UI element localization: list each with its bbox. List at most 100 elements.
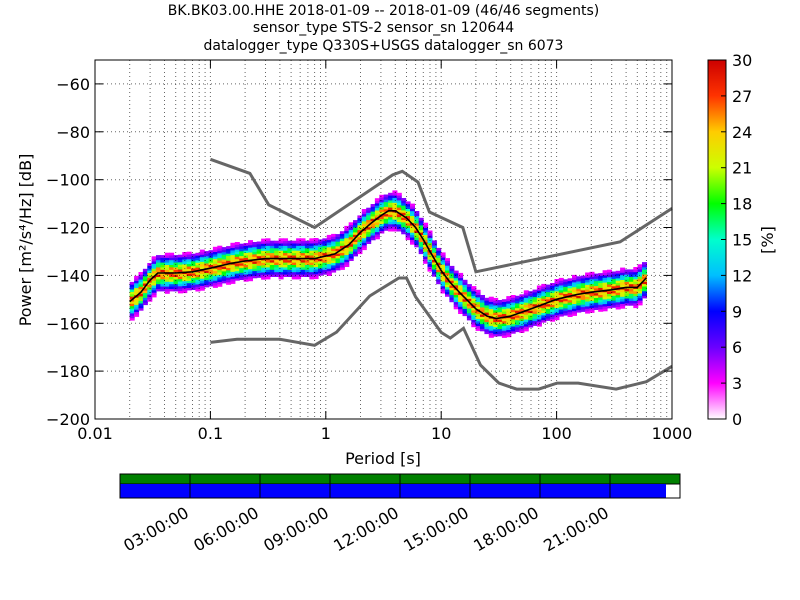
psd-cell bbox=[523, 307, 529, 310]
psd-cell bbox=[186, 268, 192, 272]
psd-cell bbox=[536, 314, 542, 317]
psd-cell bbox=[304, 250, 310, 254]
psd-cell bbox=[515, 307, 520, 311]
psd-cell bbox=[339, 233, 345, 237]
psd-cell bbox=[572, 289, 577, 292]
psd-cell bbox=[445, 289, 450, 292]
psd-cell bbox=[300, 245, 306, 249]
psd-cell bbox=[287, 255, 293, 258]
psd-cell bbox=[339, 231, 345, 234]
psd-cell bbox=[471, 286, 477, 289]
psd-cell bbox=[322, 250, 328, 254]
psd-cell bbox=[471, 307, 477, 311]
psd-cell bbox=[589, 288, 595, 292]
psd-cell bbox=[195, 264, 201, 268]
psd-cell bbox=[401, 224, 407, 228]
psd-cell bbox=[160, 255, 166, 258]
psd-cell bbox=[550, 292, 556, 296]
psd-cell bbox=[208, 283, 214, 287]
psd-cell bbox=[602, 279, 608, 283]
psd-cell bbox=[449, 273, 455, 276]
psd-cell bbox=[572, 282, 577, 285]
psd-cell bbox=[309, 252, 315, 256]
psd-cell bbox=[598, 282, 604, 286]
psd-cell bbox=[528, 324, 534, 328]
psd-cell bbox=[585, 303, 591, 307]
psd-cell bbox=[296, 245, 302, 249]
psd-cell bbox=[523, 321, 529, 325]
psd-cell bbox=[366, 234, 372, 237]
psd-cell bbox=[440, 257, 446, 260]
psd-cell bbox=[361, 213, 367, 217]
psd-cell bbox=[589, 276, 595, 280]
psd-cell bbox=[401, 212, 407, 216]
psd-cell bbox=[475, 289, 481, 293]
psd-cell bbox=[436, 274, 442, 277]
psd-cell bbox=[142, 273, 148, 277]
psd-cell bbox=[440, 283, 446, 287]
psd-cell bbox=[248, 278, 253, 282]
psd-cell bbox=[449, 287, 455, 291]
psd-cell bbox=[164, 257, 170, 261]
psd-cell bbox=[528, 322, 534, 326]
psd-cell bbox=[484, 302, 490, 306]
psd-cell bbox=[230, 266, 236, 270]
psd-cell bbox=[493, 314, 499, 318]
psd-cell bbox=[348, 258, 354, 261]
psd-cell bbox=[182, 287, 188, 291]
psd-cell bbox=[580, 304, 586, 308]
psd-cell bbox=[563, 303, 569, 306]
psd-cell bbox=[296, 271, 302, 275]
psd-cell bbox=[269, 250, 275, 254]
psd-cell bbox=[226, 246, 232, 249]
psd-cell bbox=[567, 304, 573, 308]
psd-cell bbox=[283, 250, 288, 254]
psd-cell bbox=[431, 254, 437, 258]
psd-cell bbox=[339, 243, 345, 246]
psd-cell bbox=[221, 249, 227, 253]
psd-cell bbox=[642, 262, 647, 265]
psd-cell bbox=[199, 252, 205, 255]
psd-cell bbox=[195, 284, 201, 287]
psd-cell bbox=[361, 233, 367, 236]
psd-cell bbox=[300, 264, 306, 268]
psd-cell bbox=[199, 254, 205, 258]
psd-cell bbox=[296, 238, 302, 242]
psd-cell bbox=[353, 253, 358, 257]
psd-cell bbox=[607, 286, 612, 290]
psd-cell bbox=[283, 267, 288, 270]
psd-cell bbox=[248, 254, 253, 258]
colorbar-tick-label: 6 bbox=[732, 338, 742, 357]
psd-cell bbox=[239, 262, 245, 266]
psd-cell bbox=[313, 264, 319, 268]
psd-cell bbox=[221, 273, 227, 277]
psd-cell bbox=[239, 267, 245, 271]
psd-cell bbox=[274, 267, 280, 270]
psd-cell bbox=[541, 317, 547, 321]
psd-cell bbox=[405, 222, 411, 226]
psd-cell bbox=[339, 235, 345, 239]
psd-cell bbox=[572, 313, 577, 316]
psd-cell bbox=[304, 269, 310, 273]
psd-cell bbox=[572, 284, 577, 288]
psd-cell bbox=[383, 196, 389, 200]
psd-cell bbox=[318, 270, 323, 274]
psd-cell bbox=[243, 262, 249, 265]
psd-cell bbox=[361, 237, 367, 241]
psd-cell bbox=[589, 286, 595, 289]
x-axis-label: Period [s] bbox=[345, 449, 421, 468]
psd-cell bbox=[510, 299, 516, 303]
psd-cell bbox=[523, 299, 529, 303]
psd-cell bbox=[620, 291, 626, 295]
psd-cell bbox=[488, 306, 494, 310]
psd-cell bbox=[532, 301, 538, 305]
psd-cell bbox=[458, 280, 464, 283]
psd-cell bbox=[147, 294, 153, 297]
psd-cell bbox=[471, 302, 477, 306]
psd-cell bbox=[510, 328, 516, 332]
psd-cell bbox=[585, 272, 591, 276]
psd-cell bbox=[550, 304, 556, 308]
psd-cell bbox=[265, 264, 271, 268]
psd-cell bbox=[497, 333, 503, 337]
psd-cell bbox=[370, 204, 376, 207]
